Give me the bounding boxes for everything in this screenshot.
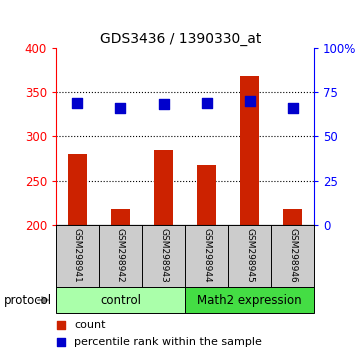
Text: GDS3436 / 1390330_at: GDS3436 / 1390330_at (100, 32, 261, 46)
Point (75, 100, 81, 105)
Bar (283, 209, 302, 225)
Bar (185, 287, 314, 313)
Text: Math2 expression: Math2 expression (197, 293, 302, 307)
Text: GSM298945: GSM298945 (245, 228, 254, 283)
Point (58, 339, 64, 344)
Point (58, 322, 64, 328)
Point (204, 100, 209, 105)
Text: GSM298946: GSM298946 (288, 228, 297, 283)
Bar (111, 209, 130, 225)
Point (118, 105, 123, 111)
Text: GSM298941: GSM298941 (73, 228, 82, 283)
Bar (68, 154, 87, 225)
Point (290, 105, 295, 111)
Text: protocol: protocol (4, 293, 52, 307)
Text: GSM298944: GSM298944 (202, 228, 211, 283)
Point (161, 102, 166, 107)
Text: percentile rank within the sample: percentile rank within the sample (74, 337, 262, 347)
Bar (154, 149, 173, 225)
Bar (56, 287, 185, 313)
Point (247, 98, 252, 104)
Text: GSM298943: GSM298943 (159, 228, 168, 283)
Bar (240, 76, 259, 225)
Text: GSM298942: GSM298942 (116, 228, 125, 283)
Text: count: count (74, 320, 105, 330)
Bar (197, 166, 216, 225)
Text: control: control (100, 293, 141, 307)
